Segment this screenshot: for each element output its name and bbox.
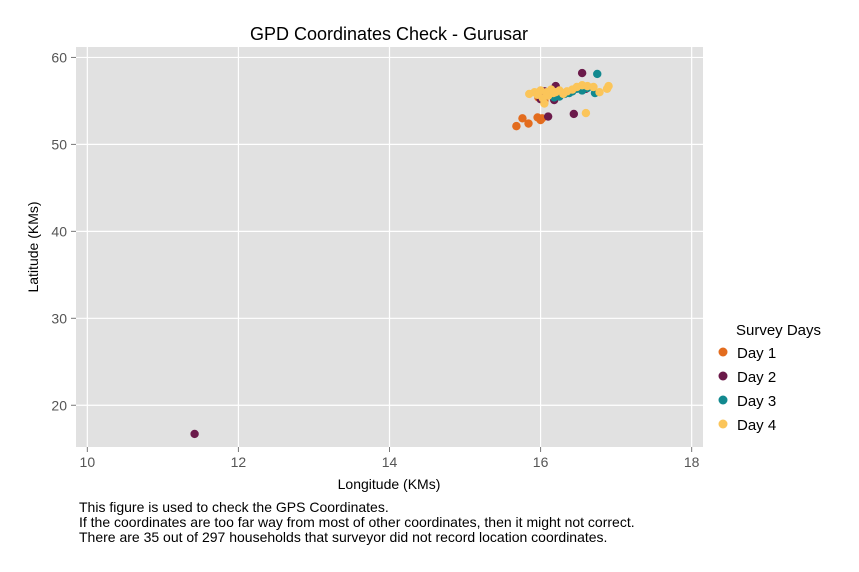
y-tick-label: 60 <box>51 49 67 65</box>
legend-swatch <box>718 347 728 357</box>
legend-label: Day 3 <box>737 393 776 410</box>
legend-swatch <box>718 371 728 381</box>
data-points <box>190 68 613 439</box>
legend-swatch <box>718 419 728 429</box>
axis-ticks: 10 12 14 16 18 20 30 40 50 60 <box>51 49 699 470</box>
data-point <box>540 99 549 108</box>
legend-swatch <box>718 395 728 405</box>
x-tick-label: 16 <box>533 454 549 470</box>
data-point <box>593 69 602 79</box>
y-tick-label: 40 <box>51 223 67 239</box>
x-tick-label: 12 <box>231 454 247 470</box>
x-tick-label: 18 <box>684 454 700 470</box>
data-point <box>604 81 613 91</box>
legend-label: Day 4 <box>737 417 776 434</box>
note-line: If the coordinates are too far way from … <box>79 514 635 530</box>
x-tick-label: 10 <box>80 454 96 470</box>
chart-title: GPD Coordinates Check - Gurusar <box>250 24 528 44</box>
series-day-4 <box>525 81 613 118</box>
legend-label: Day 2 <box>737 369 776 386</box>
data-point <box>512 121 521 131</box>
y-tick-label: 20 <box>51 397 67 413</box>
y-tick-label: 30 <box>51 310 67 326</box>
data-point <box>518 114 527 123</box>
data-point <box>190 429 199 439</box>
legend-label: Day 1 <box>737 345 776 362</box>
legend-title: Survey Days <box>736 322 821 339</box>
data-point <box>524 119 533 128</box>
data-point <box>595 88 604 97</box>
data-point <box>543 112 553 121</box>
data-point <box>577 68 587 78</box>
figure-notes: This figure is used to check the GPS Coo… <box>79 500 635 545</box>
grid-lines <box>76 47 703 447</box>
y-axis-label: Latitude (KMs) <box>25 201 41 292</box>
note-line: There are 35 out of 297 households that … <box>79 529 608 545</box>
note-line: This figure is used to check the GPS Coo… <box>79 499 389 515</box>
legend: Survey Days Day 1 Day 2 Day 3 Day 4 <box>718 322 821 434</box>
y-tick-label: 50 <box>51 136 67 152</box>
data-point <box>569 109 579 119</box>
data-point <box>581 108 591 118</box>
x-tick-label: 14 <box>382 454 398 470</box>
scatter-chart: 10 12 14 16 18 20 30 40 50 60 GPD Coordinates Che… <box>25 24 821 492</box>
x-axis-label: Longitude (KMs) <box>338 476 441 492</box>
data-point <box>589 82 598 92</box>
